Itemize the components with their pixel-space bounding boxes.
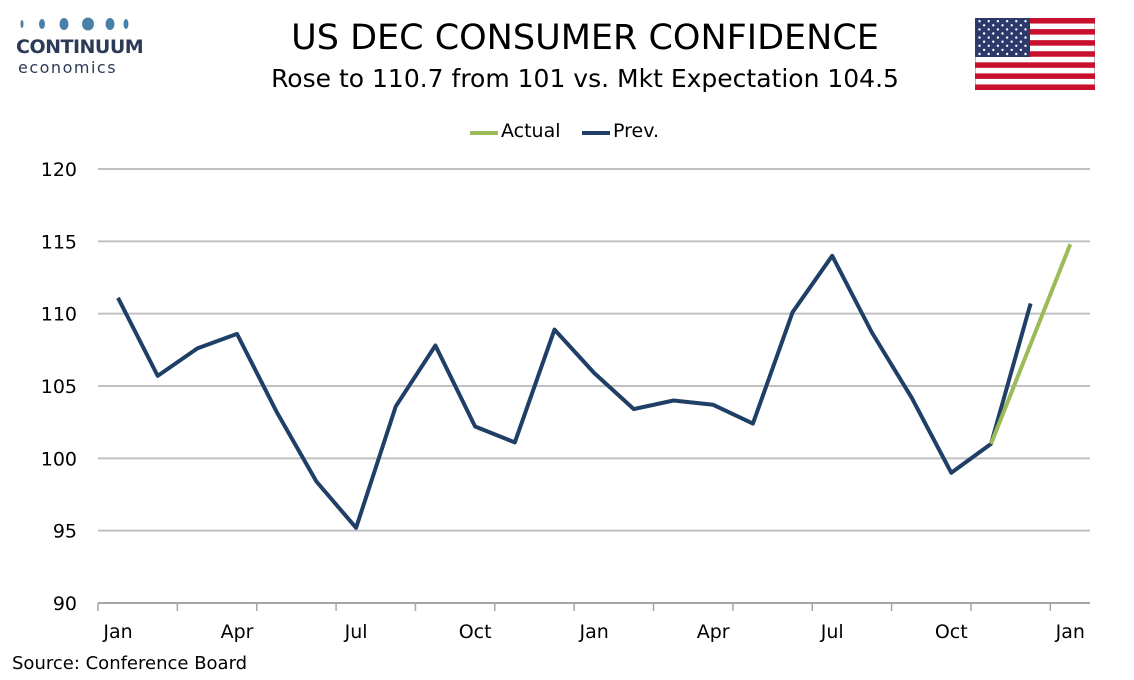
legend-swatch-actual [470, 131, 498, 135]
source-note: Source: Conference Board [12, 653, 248, 674]
x-tick-label-6: Jul [820, 621, 844, 643]
legend-swatch-prev [582, 131, 610, 135]
x-tick-label-3: Oct [459, 621, 492, 643]
logo-dots-icon [20, 17, 129, 31]
legend-label-prev: Prev. [613, 120, 660, 142]
x-tick-label-4: Jan [579, 621, 609, 643]
y-tick-label-100: 100 [41, 448, 77, 470]
chart-title: US DEC CONSUMER CONFIDENCE [291, 18, 879, 58]
x-tick-label-7: Oct [935, 621, 968, 643]
continuum-logo: CONTINUUM economics [14, 14, 144, 77]
y-tick-label-110: 110 [41, 304, 77, 326]
y-tick-label-120: 120 [41, 159, 77, 181]
logo-subword: economics [18, 58, 118, 77]
x-tick-label-1: Apr [221, 621, 254, 643]
y-tick-label-90: 90 [53, 593, 77, 615]
chart-subtitle: Rose to 110.7 from 101 vs. Mkt Expectati… [271, 64, 899, 93]
x-tick-label-2: Jul [344, 621, 368, 643]
legend-label-actual: Actual [501, 120, 561, 142]
series-line-actual [989, 243, 1073, 445]
x-tick-label-0: Jan [102, 621, 132, 643]
x-tick-label-8: Jan [1055, 621, 1085, 643]
y-tick-label-105: 105 [41, 376, 77, 398]
y-tick-label-95: 95 [53, 521, 77, 543]
us-flag-icon [975, 18, 1095, 90]
y-tick-label-115: 115 [41, 231, 77, 253]
series-line-prev [116, 253, 1033, 530]
x-tick-label-5: Apr [697, 621, 730, 643]
logo-wordmark: CONTINUUM [16, 36, 144, 58]
